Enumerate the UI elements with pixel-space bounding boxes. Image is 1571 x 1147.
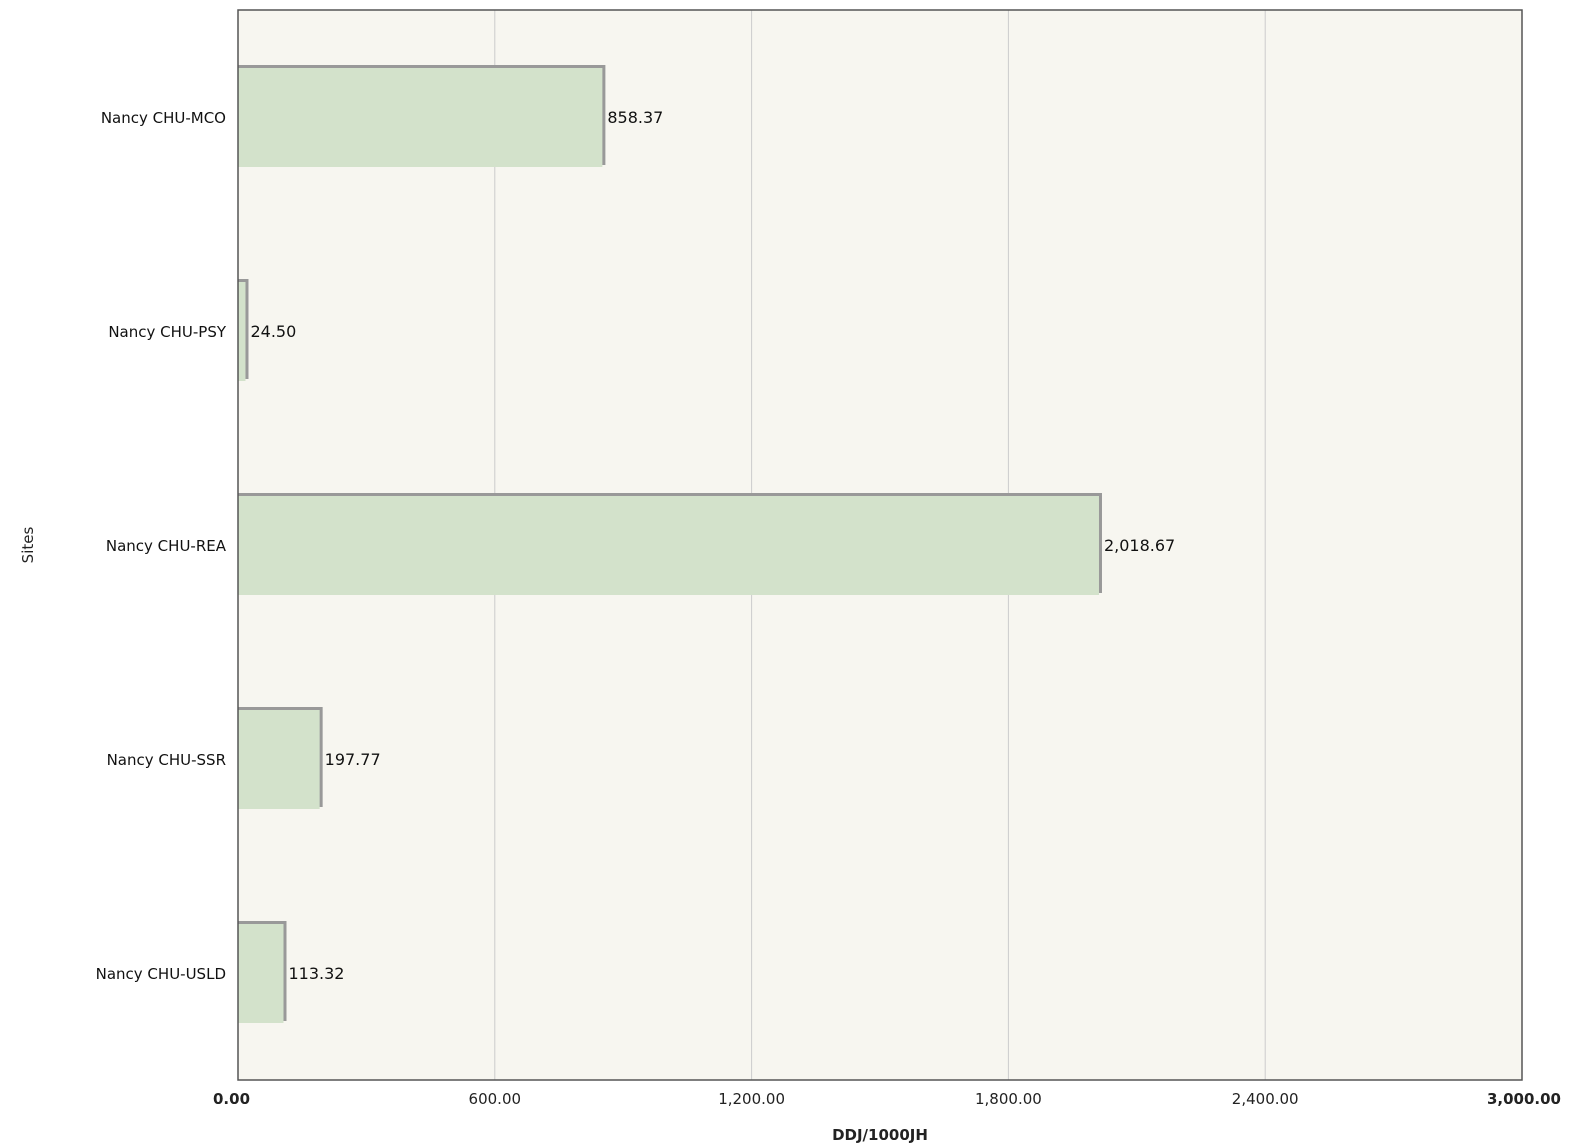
bar-fill-2	[238, 282, 246, 381]
x-tick-label-5: 3,000.00	[1487, 1090, 1561, 1108]
x-tick-label-3: 1,800.00	[975, 1090, 1042, 1108]
data-label-1: 858.37	[607, 108, 663, 127]
category-label-5: Nancy CHU-USLD	[96, 965, 226, 983]
bars: 858.37 24.50 2,018.67 197.77 113.32	[238, 65, 1175, 1023]
x-tick-label-0: 0.00	[213, 1090, 250, 1108]
x-axis-title: DDJ/1000JH	[832, 1126, 928, 1144]
category-label-1: Nancy CHU-MCO	[101, 109, 226, 127]
bar-2	[238, 279, 249, 381]
category-label-3: Nancy CHU-REA	[106, 537, 227, 555]
bar-5	[238, 921, 287, 1023]
category-label-4: Nancy CHU-SSR	[107, 751, 226, 769]
y-axis-categories: Nancy CHU-MCO Nancy CHU-PSY Nancy CHU-REA N…	[96, 109, 227, 983]
x-tick-label-1: 600.00	[469, 1090, 522, 1108]
data-label-3: 2,018.67	[1104, 536, 1175, 555]
x-tick-label-4: 2,400.00	[1232, 1090, 1299, 1108]
bar-3	[238, 493, 1102, 595]
bar-fill-5	[238, 924, 284, 1023]
data-label-5: 113.32	[289, 964, 345, 983]
bar-1	[238, 65, 606, 167]
bar-4	[238, 707, 323, 809]
category-label-2: Nancy CHU-PSY	[108, 323, 227, 341]
plot-frame	[237, 9, 1523, 1081]
x-tick-label-2: 1,200.00	[718, 1090, 785, 1108]
data-label-2: 24.50	[250, 322, 296, 341]
bar-fill-3	[238, 496, 1099, 595]
bar-fill-1	[238, 68, 603, 167]
y-axis-title: Sites	[19, 527, 37, 564]
data-label-4: 197.77	[325, 750, 381, 769]
x-axis-ticks: 0.00 600.00 1,200.00 1,800.00 2,400.00 3,000.…	[213, 1090, 1561, 1108]
bar-fill-4	[238, 710, 320, 809]
